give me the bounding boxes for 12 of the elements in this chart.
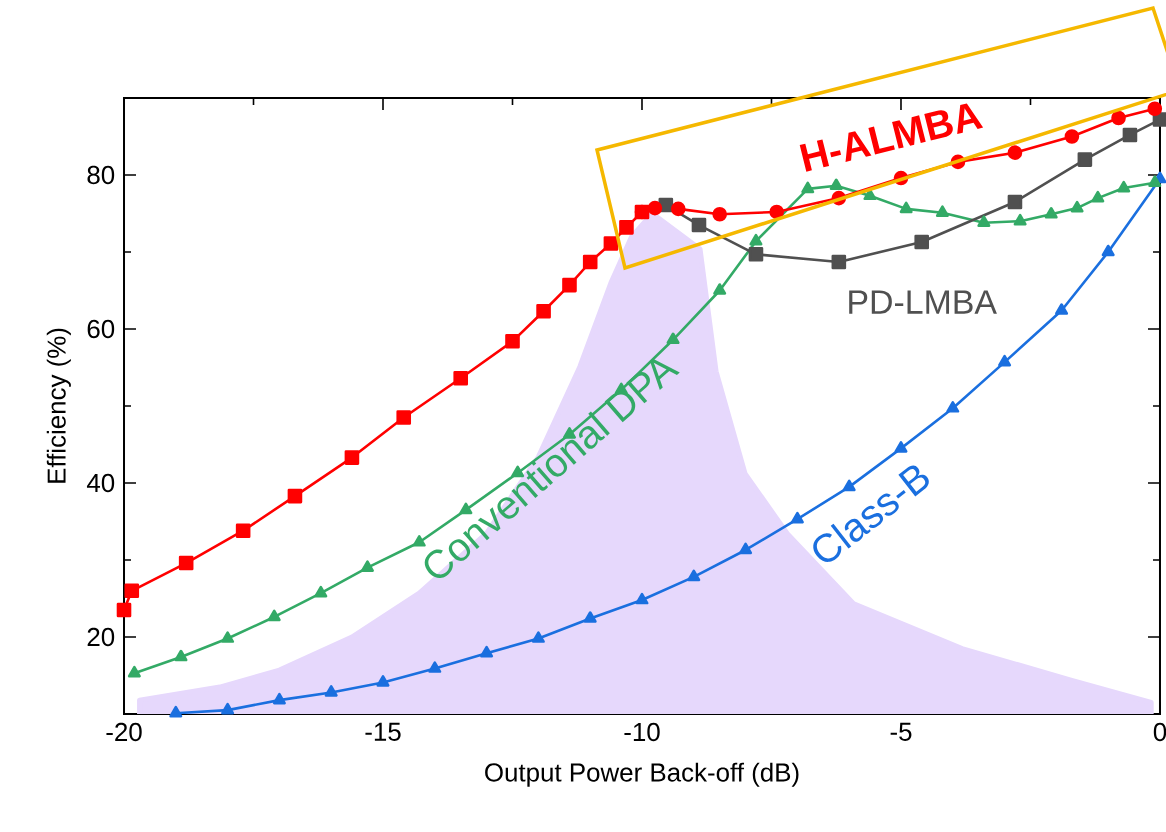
y-tick-label: 40 <box>86 473 115 493</box>
y-axis-title: Efficiency (%) <box>46 328 71 483</box>
x-tick-label: -10 <box>624 722 660 742</box>
x-axis-title: Output Power Back-off (dB) <box>485 762 799 787</box>
x-tick-label: 0 <box>1153 722 1166 742</box>
x-tick-label: -5 <box>890 722 912 741</box>
y-tick-label: 80 <box>87 165 115 185</box>
x-tick-label: -15 <box>365 722 401 741</box>
series-label: PD-LMBA <box>849 290 997 314</box>
x-tick-label: -20 <box>106 722 142 742</box>
y-tick-label: 20 <box>87 627 115 647</box>
y-tick-label: 60 <box>87 319 115 339</box>
